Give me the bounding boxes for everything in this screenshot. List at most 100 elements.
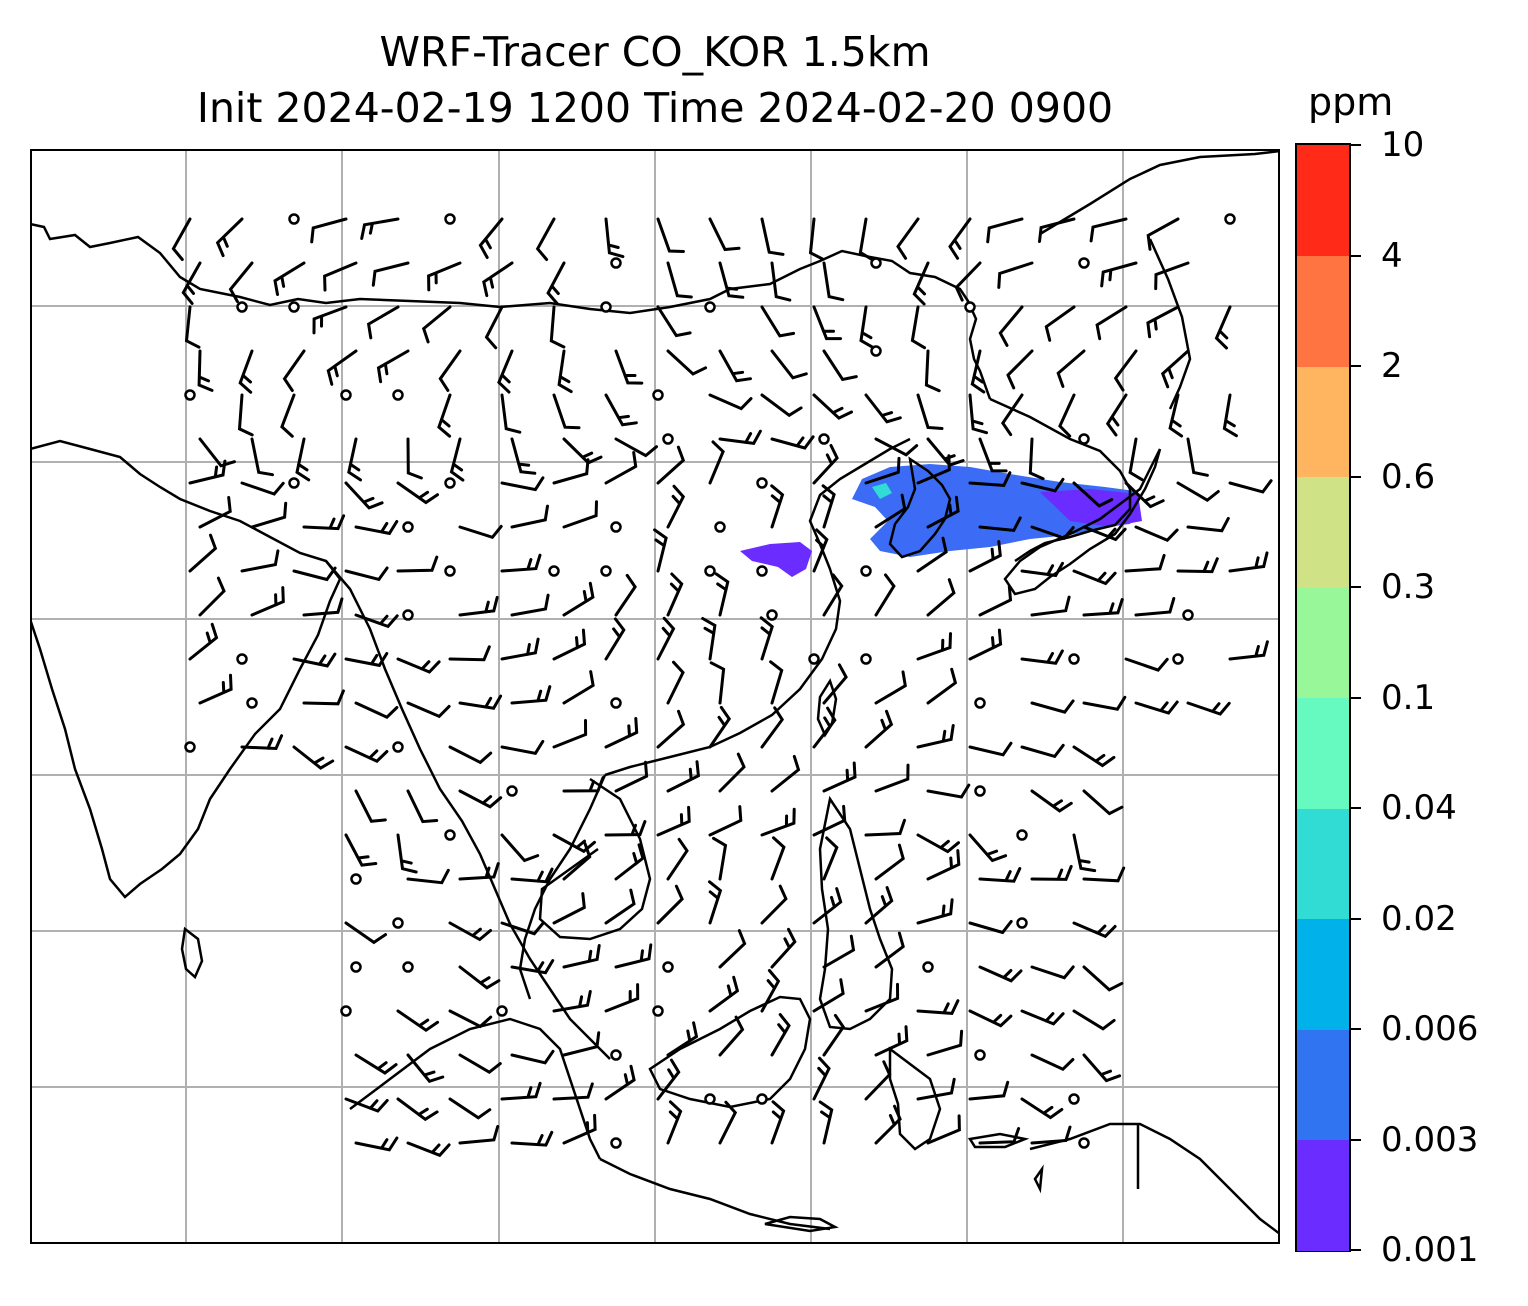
wind-barb — [552, 1082, 594, 1101]
colorbar-tick — [1351, 1028, 1361, 1030]
wind-barb — [482, 261, 514, 298]
wind-barb — [916, 454, 951, 485]
wind-barb — [604, 888, 636, 925]
wind-barb — [1038, 217, 1076, 243]
wind-barb — [458, 862, 500, 881]
wind-barb — [968, 1009, 1013, 1028]
calm-wind-circle — [860, 653, 872, 665]
wind-barb — [864, 456, 901, 485]
wind-barb — [1089, 217, 1128, 243]
calm-wind-circle — [1016, 829, 1028, 841]
wind-barb — [1030, 864, 1073, 881]
calm-wind-circle — [236, 653, 248, 665]
wind-barb — [448, 921, 492, 942]
colorbar-tick-label: 0.3 — [1381, 567, 1436, 607]
calm-wind-circle — [1078, 1137, 1090, 1149]
colorbar-tick-label: 4 — [1381, 235, 1403, 276]
wind-barb — [708, 440, 725, 485]
colorbar-tick-label: 10 — [1381, 125, 1425, 165]
wind-barb — [874, 1025, 909, 1057]
wind-barb — [354, 789, 387, 823]
wind-barb — [1082, 695, 1127, 711]
wind-barb — [1058, 393, 1076, 438]
wind-barb — [396, 555, 439, 573]
colorbar-segment — [1297, 808, 1349, 919]
calm-wind-circles — [184, 213, 1236, 1149]
wind-barb — [500, 393, 522, 434]
wind-barb — [916, 536, 948, 573]
wind-barb — [656, 616, 676, 661]
calm-wind-circle — [402, 521, 414, 533]
wind-barb — [760, 807, 796, 837]
wind-barb — [376, 349, 410, 384]
wind-barb — [656, 305, 692, 338]
wind-barb — [371, 261, 410, 287]
wind-barb — [1044, 305, 1076, 342]
wind-barb — [978, 437, 1008, 473]
wind-barb — [666, 1100, 683, 1145]
calm-wind-circle — [496, 1005, 508, 1017]
wind-barb — [478, 217, 504, 259]
wind-barb — [458, 789, 503, 809]
wind-barb — [238, 349, 254, 394]
wind-barb — [344, 652, 389, 668]
wind-barb — [215, 217, 244, 258]
colorbar-tick — [1351, 254, 1361, 257]
wind-barb — [1006, 349, 1034, 390]
calm-wind-circle — [184, 741, 196, 753]
calm-wind-circle — [610, 1049, 622, 1061]
calm-wind-circle — [870, 257, 882, 269]
wind-barb — [656, 445, 686, 485]
calm-wind-circle — [340, 389, 352, 401]
wind-barb — [759, 616, 774, 661]
wind-barb — [344, 481, 384, 510]
calm-wind-circle — [444, 829, 456, 841]
wind-barb — [302, 514, 346, 531]
wind-barb — [510, 685, 552, 705]
wind-barb — [926, 667, 958, 705]
wind-barb — [484, 305, 504, 350]
wind-barb — [812, 305, 842, 341]
wind-barb — [510, 959, 555, 975]
coastline-india — [30, 439, 342, 899]
wind-barb — [1072, 833, 1097, 873]
wind-barb — [1134, 700, 1179, 715]
wind-barb — [354, 613, 399, 629]
colorbar-tick-label: 0.001 — [1381, 1230, 1479, 1270]
wind-barb — [562, 776, 605, 793]
wind-barb — [916, 724, 955, 749]
wind-barb — [396, 657, 441, 674]
wind-barb — [240, 481, 285, 496]
wind-barb — [1030, 1125, 1072, 1145]
calm-wind-circle — [1078, 433, 1090, 445]
wind-barb — [760, 217, 785, 256]
wind-barb — [864, 886, 894, 925]
wind-barb — [712, 836, 728, 881]
colorbar-tick-label: 0.1 — [1381, 677, 1436, 718]
wind-barb — [396, 481, 439, 505]
wind-barb — [1176, 481, 1220, 503]
wind-barb — [500, 1081, 542, 1101]
wind-barb — [924, 349, 941, 393]
colorbar-unit: ppm — [1308, 80, 1394, 124]
wind-barb — [500, 921, 545, 936]
wind-barb — [998, 305, 1024, 347]
wind-barb — [1214, 305, 1232, 350]
wind-barb — [812, 444, 839, 485]
calm-wind-circle — [246, 697, 258, 709]
wind-barb — [406, 868, 450, 885]
calm-wind-circle — [766, 609, 778, 621]
wind-barb — [552, 719, 588, 749]
calm-wind-circle — [756, 1093, 768, 1105]
wind-barb — [552, 892, 586, 925]
wind-barb — [812, 804, 847, 837]
wind-barb — [656, 709, 686, 749]
colorbar-tick — [1351, 586, 1361, 588]
calm-wind-circle — [756, 477, 768, 489]
colorbar-tick — [1351, 1138, 1361, 1141]
calm-wind-circle — [392, 389, 404, 401]
calm-wind-circle — [548, 565, 560, 577]
wind-barb — [312, 305, 348, 335]
wind-barb — [497, 349, 514, 394]
wind-barb — [1160, 349, 1190, 389]
